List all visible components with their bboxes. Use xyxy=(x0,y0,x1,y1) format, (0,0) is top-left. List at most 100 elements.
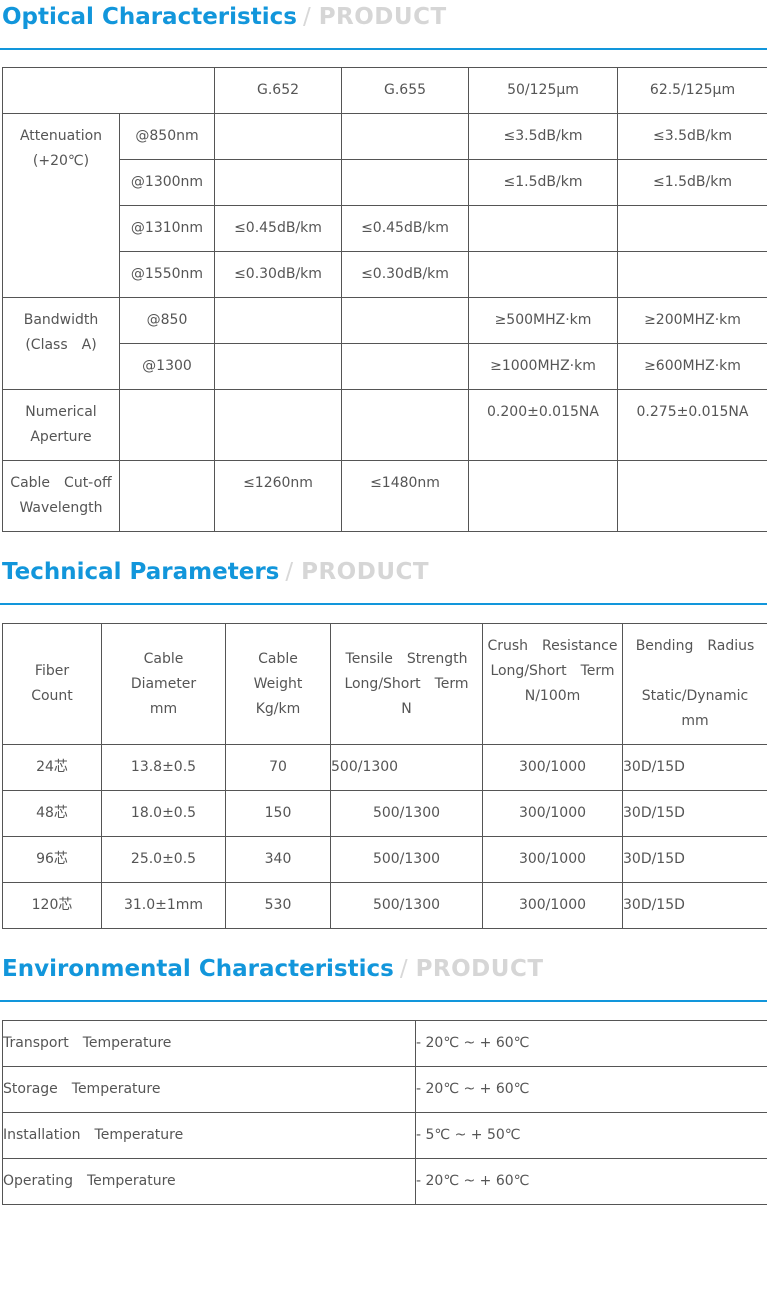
table-cell: 500/1300 xyxy=(330,882,483,929)
table-cell: 96芯 xyxy=(2,836,102,883)
table-cell xyxy=(214,297,342,344)
table-row: 24芯 13.8±0.5 70 500/1300 300/1000 30D/15… xyxy=(2,744,767,791)
table-cell: @1300nm xyxy=(119,159,215,206)
table-cell: 30D/15D xyxy=(622,744,767,791)
section-title: Technical Parameters / PRODUCT xyxy=(2,559,430,585)
header-bending-radius: Bending Radius Static/Dynamic mm xyxy=(622,623,767,745)
table-cell xyxy=(341,389,469,461)
table-cell: 150 xyxy=(225,790,331,837)
table-row: Operating Temperature - 20℃ ~ + 60℃ xyxy=(2,1158,767,1205)
table-cell xyxy=(341,297,469,344)
table-row: Bandwidth (Class A) @850 ≥500MHZ·km ≥200M… xyxy=(2,297,767,390)
header-g652: G.652 xyxy=(214,67,342,114)
table-row: Cable Cut-off Wavelength ≤1260nm ≤1480nm xyxy=(2,460,767,532)
table-cell: 530 xyxy=(225,882,331,929)
table-cell: 500/1300 xyxy=(330,790,483,837)
table-cell: 30D/15D xyxy=(622,790,767,837)
table-cell: ≤1480nm xyxy=(341,460,469,532)
table-cell: 25.0±0.5 xyxy=(101,836,226,883)
table-row: 96芯 25.0±0.5 340 500/1300 300/1000 30D/1… xyxy=(2,836,767,883)
section-header-environmental: Environmental Characteristics / PRODUCT xyxy=(0,952,767,1002)
table-cell: Installation Temperature xyxy=(2,1112,416,1159)
header-mm50: 50/125μm xyxy=(468,67,618,114)
table-cell xyxy=(468,460,618,532)
table-cell xyxy=(214,343,342,390)
table-cell: Storage Temperature xyxy=(2,1066,416,1113)
table-cell: ≥200MHZ·km xyxy=(617,297,767,344)
table-cell: - 5℃ ~ + 50℃ xyxy=(415,1112,767,1159)
table-cell: ≤0.30dB/km xyxy=(341,251,469,298)
table-cell: @850 xyxy=(119,297,215,344)
table-row: @1310nm ≤0.45dB/km ≤0.45dB/km xyxy=(3,205,767,252)
table-cell: 340 xyxy=(225,836,331,883)
table-cell: ≤3.5dB/km xyxy=(617,113,767,160)
attenuation-label: Attenuation (+20℃) xyxy=(2,113,120,298)
table-cell: 300/1000 xyxy=(482,882,623,929)
table-cell: - 20℃ ~ + 60℃ xyxy=(415,1020,767,1067)
section-title: Environmental Characteristics / PRODUCT xyxy=(2,956,544,982)
table-cell: 30D/15D xyxy=(622,882,767,929)
table-cell: 0.275±0.015NA xyxy=(617,389,767,461)
table-cell: - 20℃ ~ + 60℃ xyxy=(415,1066,767,1113)
table-cell: @1550nm xyxy=(119,251,215,298)
table-cell: Operating Temperature xyxy=(2,1158,416,1205)
table-cell: ≤1.5dB/km xyxy=(617,159,767,206)
table-cell: @850nm xyxy=(119,113,215,160)
table-cell: ≤0.45dB/km xyxy=(214,205,342,252)
table-row: @1300 ≥1000MHZ·km ≥600MHZ·km xyxy=(3,343,767,390)
table-cell xyxy=(214,113,342,160)
table-cell: ≤3.5dB/km xyxy=(468,113,618,160)
table-cell xyxy=(214,389,342,461)
table-cell: 30D/15D xyxy=(622,836,767,883)
table-cell xyxy=(214,159,342,206)
table-cell: 500/1300 xyxy=(330,836,483,883)
table-cell: 500/1300 xyxy=(330,744,483,791)
table-cell: 0.200±0.015NA xyxy=(468,389,618,461)
table-cell: @1310nm xyxy=(119,205,215,252)
table-cell: ≤1260nm xyxy=(214,460,342,532)
optical-characteristics-table: G.652 G.655 50/125μm 62.5/125μm Attenuat… xyxy=(2,67,767,532)
section-header-optical: Optical Characteristics / PRODUCT xyxy=(0,0,767,50)
section-header-technical: Technical Parameters / PRODUCT xyxy=(0,555,767,605)
table-cell: 13.8±0.5 xyxy=(101,744,226,791)
table-row: Transport Temperature - 20℃ ~ + 60℃ xyxy=(2,1020,767,1067)
table-cell: 300/1000 xyxy=(482,744,623,791)
header-cable-diameter: Cable Diameter mm xyxy=(101,623,226,745)
table-cell xyxy=(119,389,215,461)
technical-parameters-table: Fiber Count Cable Diameter mm Cable Weight Kg… xyxy=(2,623,767,929)
header-mm62: 62.5/125μm xyxy=(617,67,767,114)
table-row: Attenuation (+20℃) @850nm ≤3.5dB/km ≤3.5d… xyxy=(2,113,767,298)
table-row: Numerical Aperture 0.200±0.015NA 0.275±0.… xyxy=(2,389,767,461)
table-cell xyxy=(2,67,215,114)
table-row: Storage Temperature - 20℃ ~ + 60℃ xyxy=(2,1066,767,1113)
table-row: Fiber Count Cable Diameter mm Cable Weight Kg… xyxy=(2,623,767,745)
table-cell: 300/1000 xyxy=(482,790,623,837)
table-cell: 120芯 xyxy=(2,882,102,929)
table-cell xyxy=(617,251,767,298)
table-cell xyxy=(119,460,215,532)
cutoff-label: Cable Cut-off Wavelength xyxy=(2,460,120,532)
table-row: 48芯 18.0±0.5 150 500/1300 300/1000 30D/1… xyxy=(2,790,767,837)
table-cell: - 20℃ ~ + 60℃ xyxy=(415,1158,767,1205)
header-fiber-count: Fiber Count xyxy=(2,623,102,745)
table-cell: 48芯 xyxy=(2,790,102,837)
table-cell: ≤0.30dB/km xyxy=(214,251,342,298)
table-cell: @1300 xyxy=(119,343,215,390)
table-row: Installation Temperature - 5℃ ~ + 50℃ xyxy=(2,1112,767,1159)
table-cell: 300/1000 xyxy=(482,836,623,883)
table-row: G.652 G.655 50/125μm 62.5/125μm xyxy=(2,67,767,114)
header-g655: G.655 xyxy=(341,67,469,114)
table-cell: 18.0±0.5 xyxy=(101,790,226,837)
header-tensile-strength: Tensile Strength Long/Short Term N xyxy=(330,623,483,745)
table-cell xyxy=(468,205,618,252)
table-cell: ≤1.5dB/km xyxy=(468,159,618,206)
table-cell: 31.0±1mm xyxy=(101,882,226,929)
table-cell: ≥500MHZ·km xyxy=(468,297,618,344)
table-cell: 24芯 xyxy=(2,744,102,791)
table-cell: ≤0.45dB/km xyxy=(341,205,469,252)
numerical-aperture-label: Numerical Aperture xyxy=(2,389,120,461)
table-cell: ≥600MHZ·km xyxy=(617,343,767,390)
table-cell: ≥1000MHZ·km xyxy=(468,343,618,390)
header-cable-weight: Cable Weight Kg/km xyxy=(225,623,331,745)
table-cell xyxy=(341,343,469,390)
